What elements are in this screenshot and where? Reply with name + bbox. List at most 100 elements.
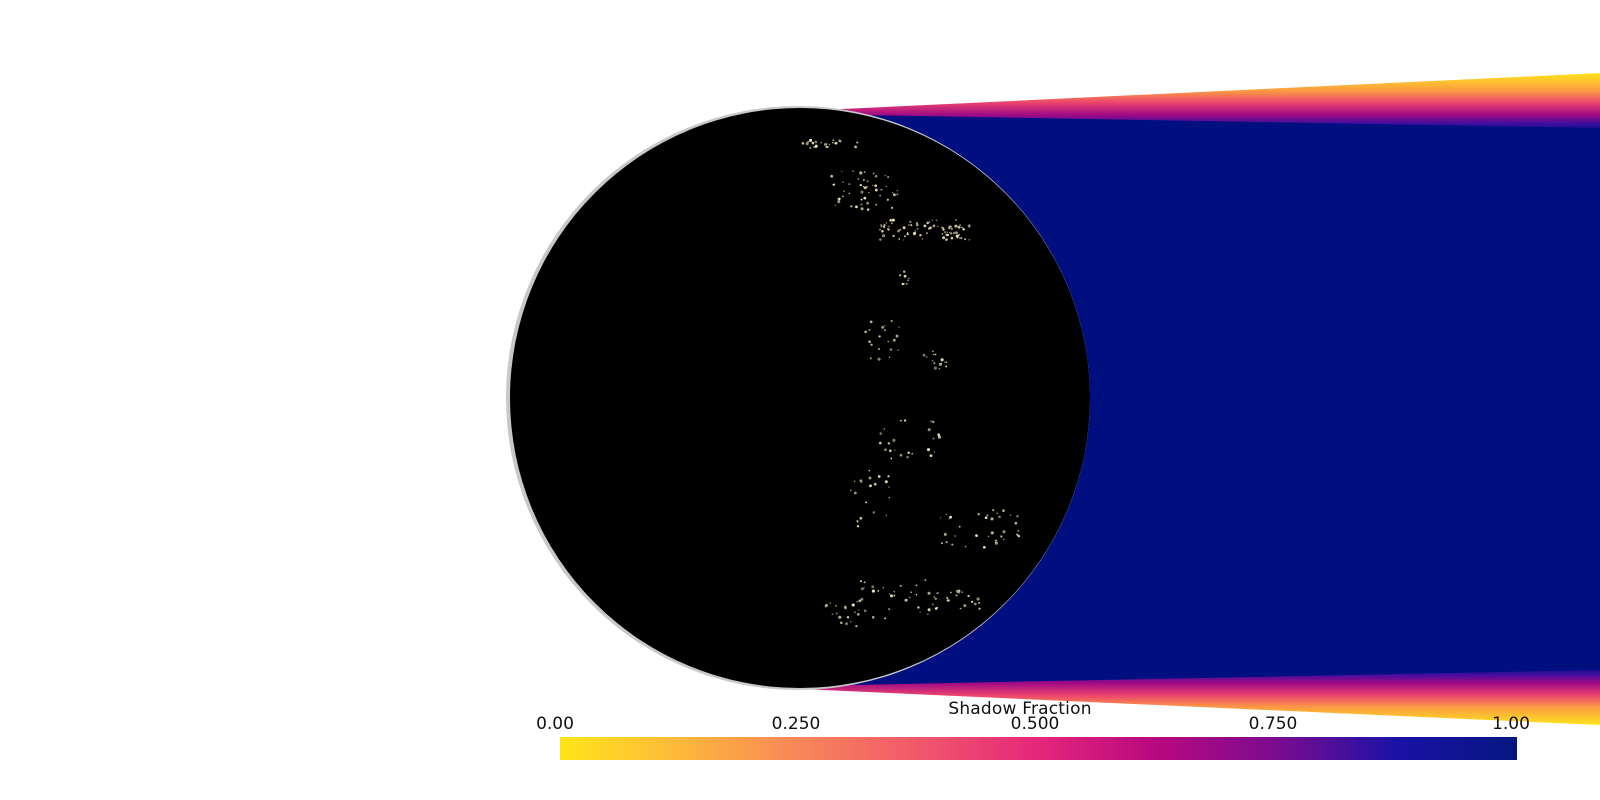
city-light-speck [881, 234, 886, 238]
colorbar-tick-4: 1.00 [1492, 714, 1530, 734]
city-light-speck [860, 597, 864, 601]
city-light-speck [884, 448, 887, 452]
city-light-speck [882, 586, 884, 589]
city-light-speck [950, 236, 954, 240]
city-light-speck [946, 231, 949, 233]
city-light-speck [929, 454, 933, 458]
city-light-speck [937, 592, 939, 594]
city-light-speck [815, 147, 817, 149]
city-light-speck [931, 219, 934, 221]
city-light-speck [883, 226, 886, 228]
city-light-speck [856, 520, 859, 523]
city-light-speck [933, 451, 936, 453]
city-light-speck [888, 497, 890, 499]
city-light-speck [886, 227, 890, 231]
city-light-speck [879, 432, 882, 435]
city-light-speck [898, 326, 900, 328]
city-light-speck [892, 338, 896, 342]
city-light-speck [964, 238, 967, 241]
city-light-speck [968, 238, 971, 241]
city-light-speck [1000, 535, 1003, 538]
colorbar-title: Shadow Fraction [948, 699, 1092, 719]
city-light-speck [911, 452, 914, 455]
city-light-speck [880, 224, 883, 228]
city-light-speck [940, 542, 943, 545]
city-light-speck [907, 279, 909, 282]
city-light-speck [926, 448, 931, 452]
city-light-speck [828, 143, 831, 146]
city-light-speck [877, 590, 880, 592]
city-light-speck [896, 230, 900, 233]
city-light-speck [863, 587, 865, 589]
city-light-speck [885, 514, 888, 516]
city-light-speck [860, 207, 864, 211]
city-light-speck [848, 192, 851, 195]
city-light-speck [899, 584, 902, 588]
city-light-speck [889, 218, 893, 222]
city-light-speck [851, 603, 855, 607]
city-light-speck [946, 596, 949, 600]
city-light-speck [906, 232, 909, 236]
city-light-speck [868, 340, 871, 343]
city-light-speck [823, 143, 827, 146]
city-light-speck [856, 601, 858, 603]
city-light-speck [834, 204, 837, 206]
city-light-speck [895, 334, 899, 338]
city-light-speck [809, 138, 813, 142]
city-light-speck [860, 198, 863, 201]
city-light-speck [864, 330, 867, 334]
city-light-speck [885, 222, 888, 224]
city-light-speck [846, 616, 850, 619]
city-light-speck [877, 475, 881, 478]
colorbar-tick-1: 0.250 [771, 714, 821, 734]
city-light-speck [915, 223, 919, 227]
city-light-speck [962, 227, 965, 231]
city-light-speck [955, 594, 958, 597]
city-light-speck [944, 231, 947, 234]
city-light-speck [866, 180, 869, 183]
city-light-speck [902, 239, 905, 241]
city-light-speck [879, 238, 882, 241]
city-light-speck [872, 511, 875, 514]
city-light-speck [932, 603, 934, 606]
city-light-speck [871, 615, 875, 619]
city-light-speck [814, 140, 818, 144]
city-light-speck [940, 358, 944, 362]
city-light-speck [831, 613, 834, 616]
city-light-speck [886, 198, 889, 201]
city-light-speck [856, 613, 860, 616]
city-light-speck [884, 480, 888, 484]
city-light-speck [868, 328, 871, 331]
city-light-speck [859, 171, 863, 175]
city-light-speck [854, 491, 857, 495]
city-light-speck [887, 176, 890, 179]
city-light-speck [941, 233, 944, 235]
city-light-speck [862, 185, 865, 188]
city-light-speck [998, 515, 1001, 519]
city-light-speck [891, 206, 894, 209]
city-light-speck [967, 594, 970, 598]
city-light-speck [834, 604, 837, 607]
city-light-speck [963, 604, 967, 608]
city-light-speck [855, 624, 858, 628]
city-light-speck [878, 348, 880, 350]
city-light-speck [987, 535, 990, 538]
city-light-speck [842, 195, 844, 198]
city-light-speck [814, 144, 818, 148]
city-light-speck [884, 617, 887, 620]
city-light-speck [863, 171, 866, 173]
city-light-speck [897, 349, 899, 351]
city-light-speck [961, 226, 963, 229]
city-light-speck [878, 441, 882, 445]
city-light-speck [948, 518, 950, 520]
city-light-speck [871, 585, 875, 589]
city-light-speck [915, 593, 918, 596]
city-light-speck [994, 539, 998, 542]
city-light-speck [856, 525, 860, 528]
city-light-speck [933, 596, 936, 598]
city-light-speck [903, 235, 907, 238]
city-light-speck [977, 513, 980, 516]
city-light-speck [894, 449, 896, 451]
city-light-speck [958, 525, 961, 528]
